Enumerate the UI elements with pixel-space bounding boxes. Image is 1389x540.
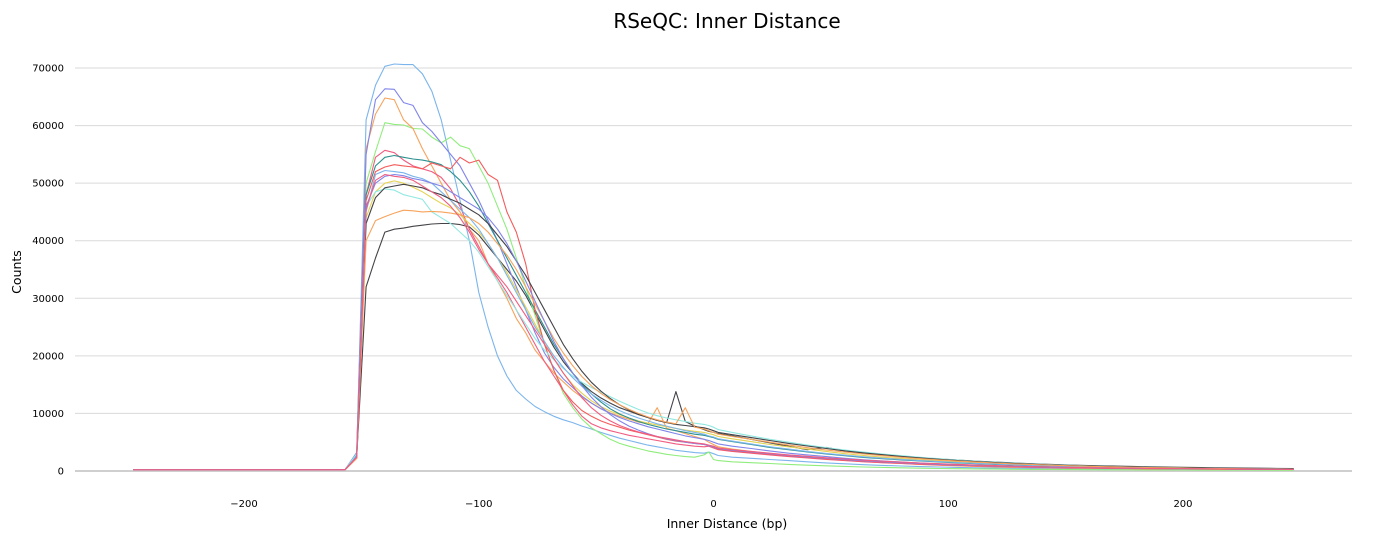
series-line-13	[133, 209, 1294, 471]
y-tick-label: 10000	[32, 409, 64, 420]
series-line-4	[133, 97, 1294, 471]
series-line-1	[133, 63, 1294, 471]
x-tick-label: −100	[465, 499, 492, 510]
x-axis-ticks: −200 −100 0 100 200	[230, 499, 1192, 510]
y-tick-label: 0	[58, 467, 64, 478]
y-gridlines	[75, 67, 1352, 472]
series-line-11	[133, 169, 1294, 471]
series-line-6	[133, 149, 1294, 471]
y-tick-label: 60000	[32, 121, 64, 132]
series-line-7	[133, 180, 1294, 471]
y-tick-label: 70000	[32, 64, 64, 75]
x-tick-label: 0	[710, 499, 716, 510]
series-line-8	[133, 154, 1294, 471]
y-tick-label: 50000	[32, 179, 64, 190]
y-axis-ticks: 0 10000 20000 30000 40000 50000 60000 70000	[32, 64, 64, 478]
series-line-3	[133, 122, 1294, 471]
y-axis-label: Counts	[9, 250, 24, 294]
series-line-14	[133, 173, 1294, 471]
series-line-15	[133, 173, 1294, 471]
y-tick-label: 20000	[32, 351, 64, 362]
series-line-10	[133, 188, 1294, 471]
y-tick-label: 40000	[32, 236, 64, 247]
x-tick-label: 100	[939, 499, 958, 510]
chart-title: RSeQC: Inner Distance	[613, 9, 840, 33]
x-tick-label: −200	[230, 499, 257, 510]
series-line-5	[133, 88, 1294, 471]
y-tick-label: 30000	[32, 294, 64, 305]
series-line-9	[133, 156, 1294, 471]
series-lines	[133, 63, 1294, 471]
x-axis-label: Inner Distance (bp)	[667, 516, 788, 531]
x-tick-label: 200	[1173, 499, 1192, 510]
